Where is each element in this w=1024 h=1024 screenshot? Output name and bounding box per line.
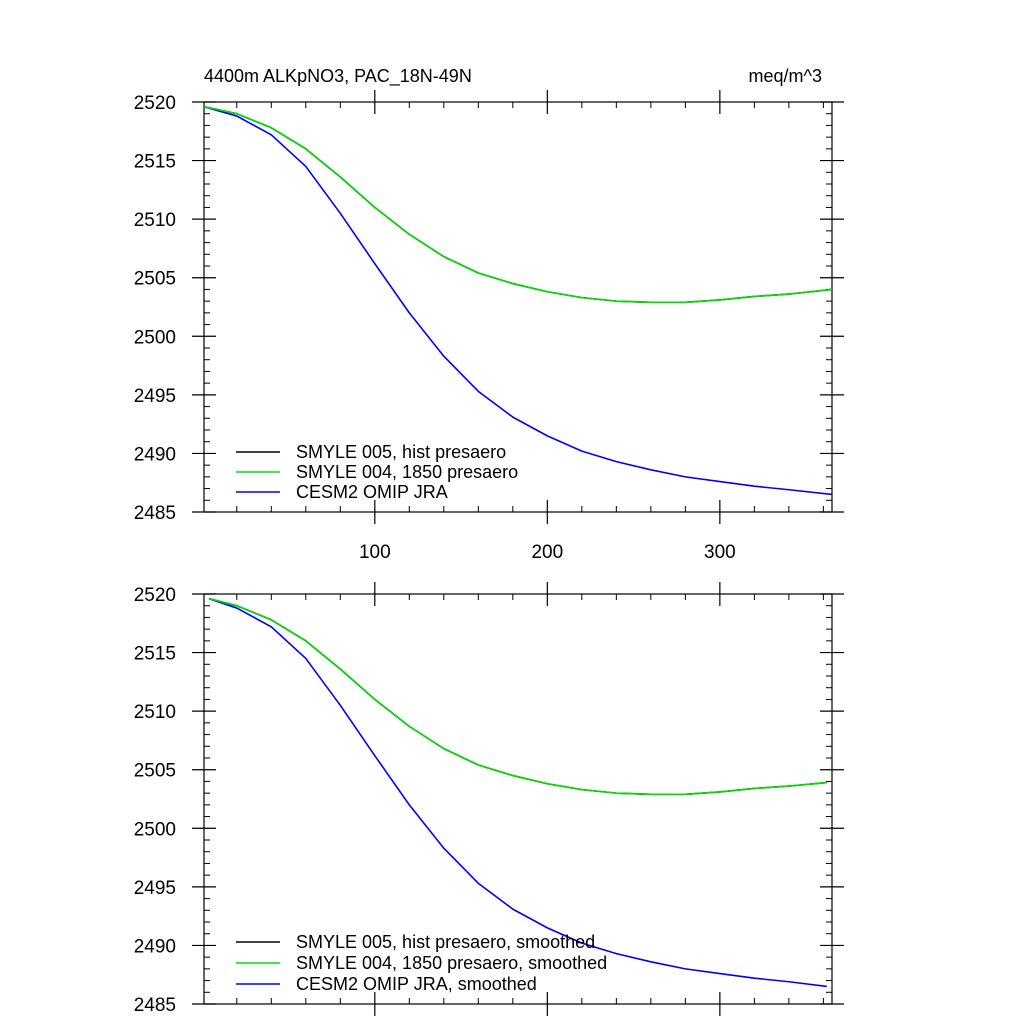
legend-label: SMYLE 004, 1850 presaero, smoothed (296, 953, 607, 973)
series-line-0 (208, 597, 827, 796)
legend-label: CESM2 OMIP JRA, smoothed (296, 974, 537, 994)
plot-frame (203, 101, 833, 513)
x-tick-label: 300 (704, 542, 736, 563)
series-line-1 (208, 597, 827, 796)
y-tick-label: 2490 (134, 444, 176, 465)
x-tick-label: 200 (531, 542, 563, 563)
y-tick-label: 2505 (134, 761, 176, 782)
y-tick-label: 2520 (134, 585, 176, 606)
plot-frame (203, 593, 833, 1005)
top-panel: 2485 2490 2495 2500 2505 2510 2515 2520 100 200 30… (134, 90, 844, 563)
x-tick-label: 100 (359, 542, 391, 563)
y-tick-label: 2505 (134, 269, 176, 290)
chart-units: meq/m^3 (749, 66, 822, 86)
series-line-0 (203, 105, 833, 304)
legend-label: SMYLE 005, hist presaero (296, 442, 506, 462)
series-line-1 (203, 105, 833, 304)
legend-label: SMYLE 004, 1850 presaero (296, 462, 518, 482)
y-tick-label: 2510 (134, 210, 176, 231)
y-tick-label: 2520 (134, 93, 176, 114)
series-line-2 (203, 105, 833, 496)
y-tick-label: 2510 (134, 702, 176, 723)
y-tick-label: 2495 (134, 878, 176, 899)
y-tick-label: 2500 (134, 327, 176, 348)
y-tick-label: 2500 (134, 819, 176, 840)
series-line-2 (208, 597, 827, 988)
legend-label: CESM2 OMIP JRA (296, 482, 448, 502)
y-tick-label: 2495 (134, 386, 176, 407)
bottom-panel: 2485 2490 2495 2500 2505 2510 2515 2520 SMYLE 00… (134, 582, 844, 1016)
y-tick-label: 2485 (134, 995, 176, 1016)
legend-label: SMYLE 005, hist presaero, smoothed (296, 932, 595, 952)
y-tick-label: 2515 (134, 644, 176, 665)
y-tick-label: 2485 (134, 503, 176, 524)
chart-title: 4400m ALKpNO3, PAC_18N-49N (204, 66, 472, 87)
y-tick-label: 2515 (134, 152, 176, 173)
y-tick-label: 2490 (134, 936, 176, 957)
